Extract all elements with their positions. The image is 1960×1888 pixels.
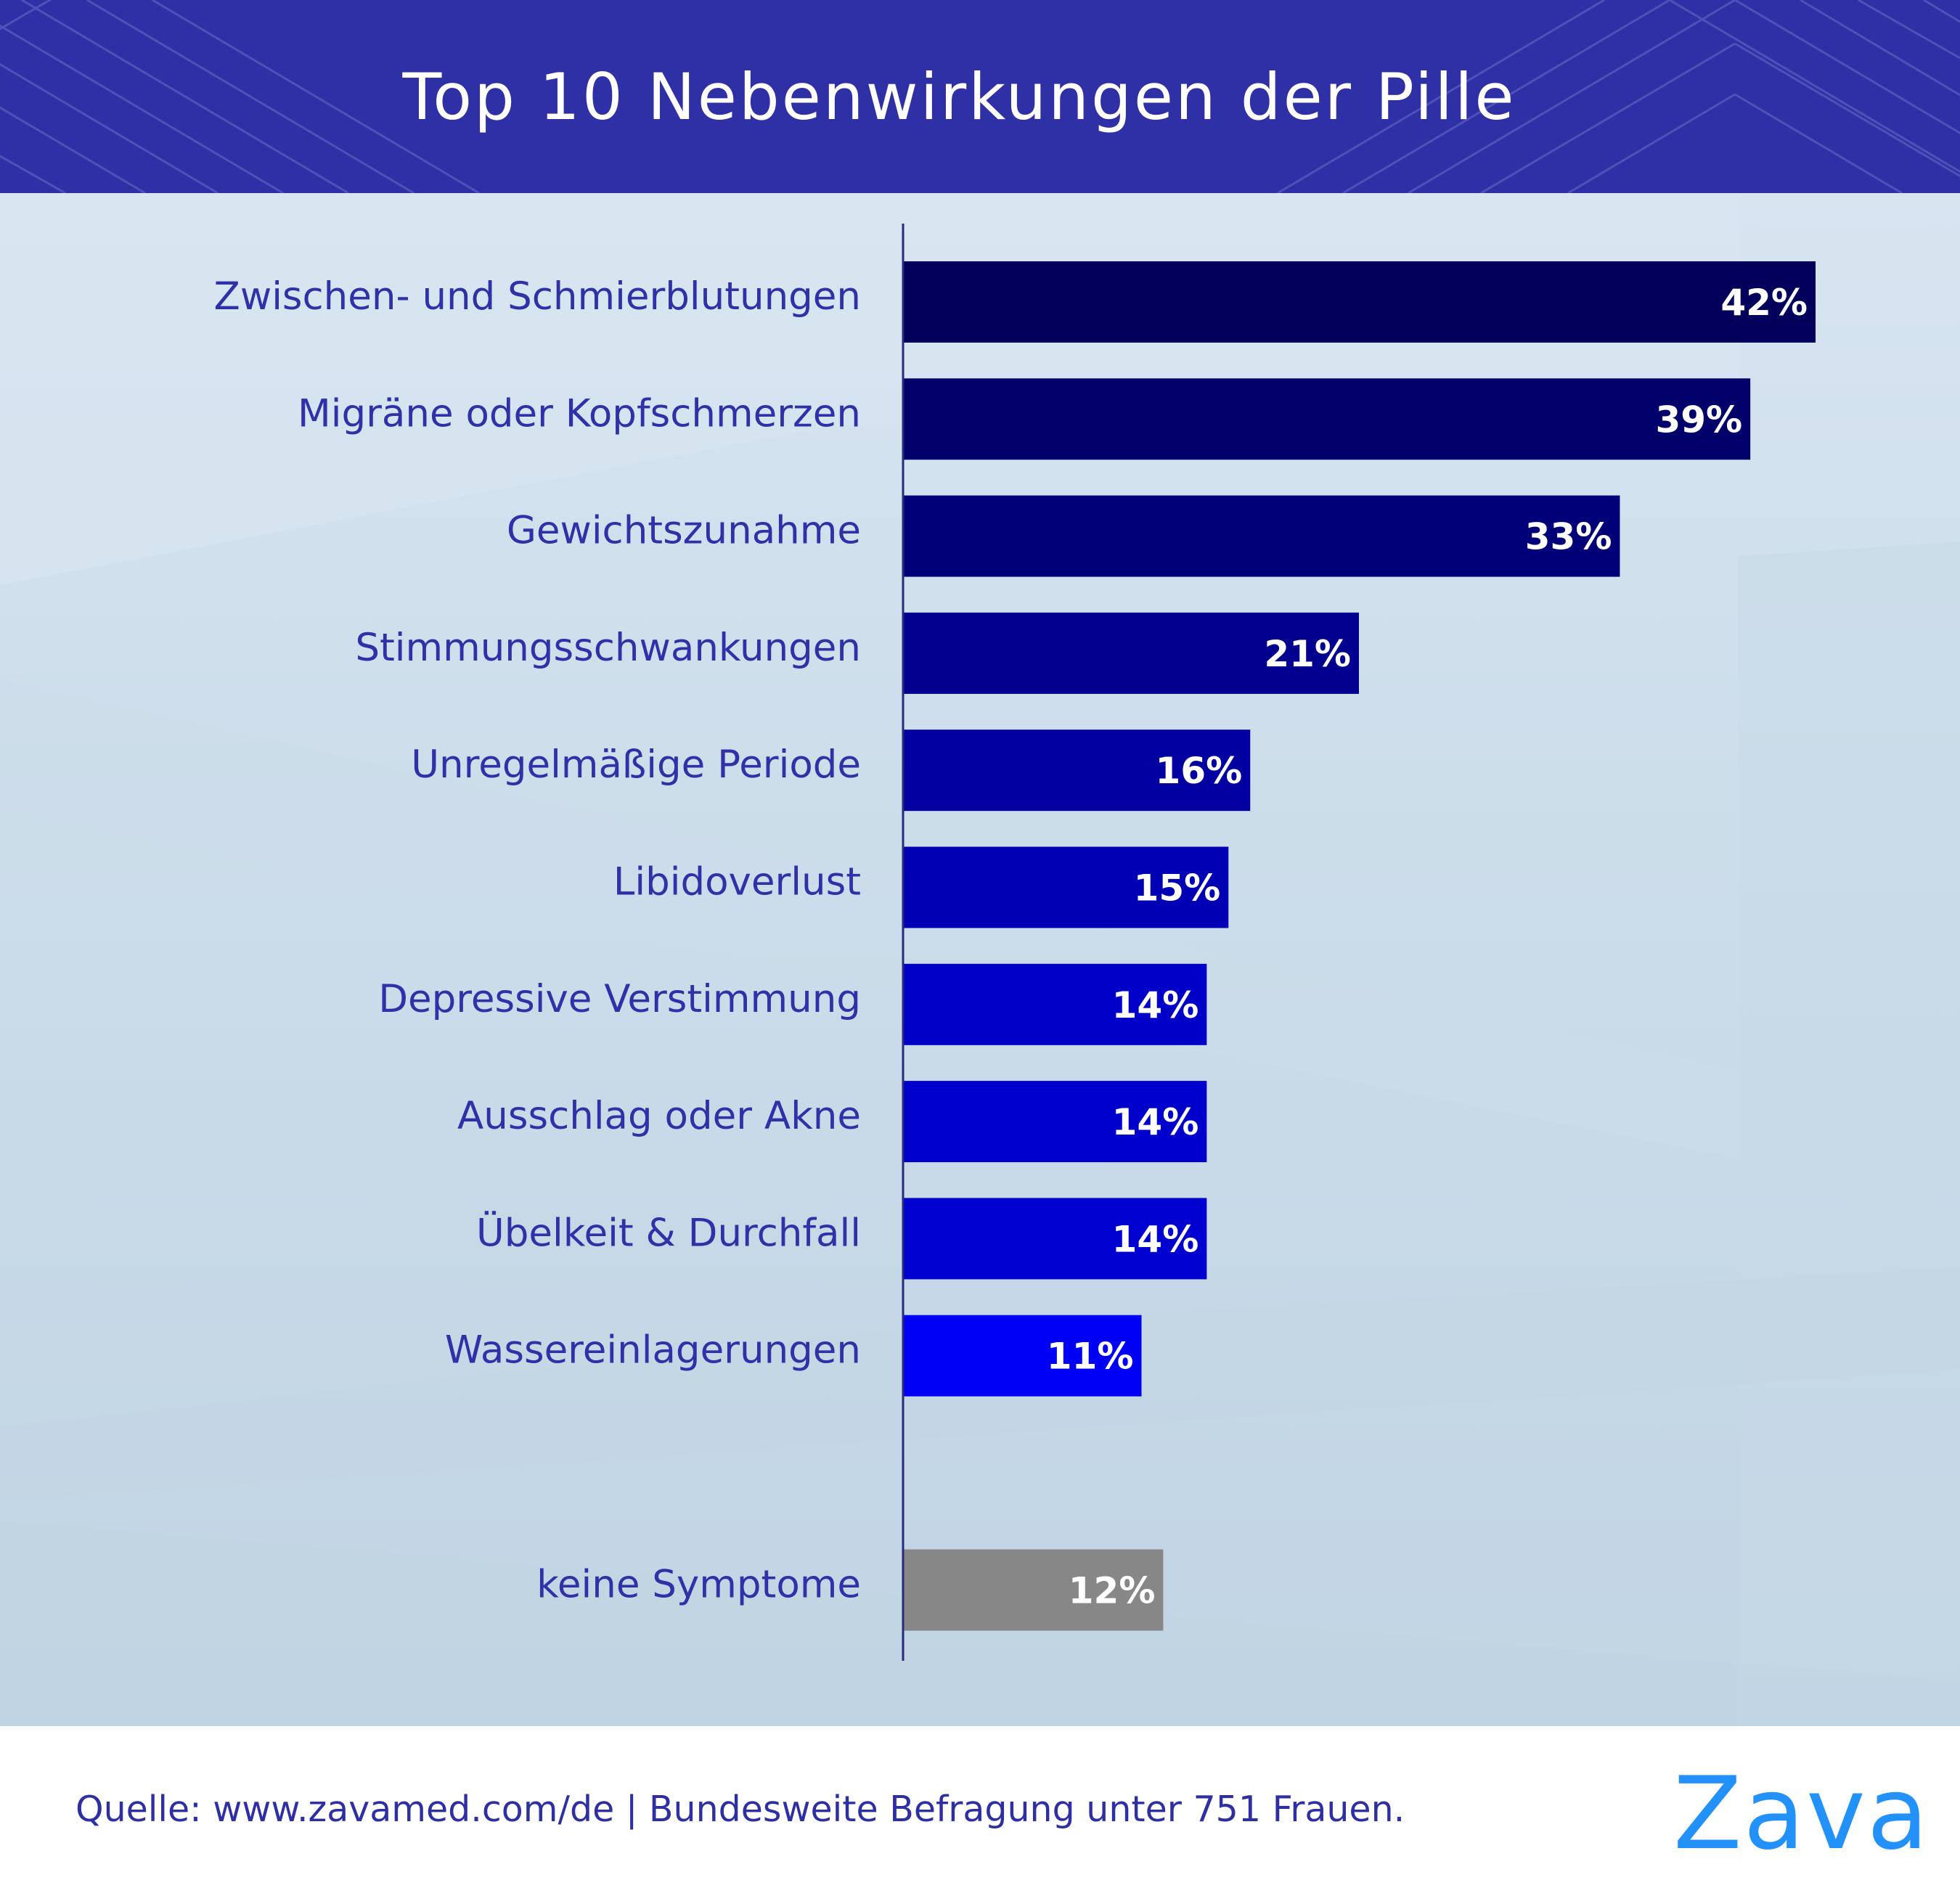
value-label-4: 21%	[1264, 633, 1351, 675]
header-banner: Top 10 Nebenwirkungen der Pille	[0, 0, 1960, 193]
bar-2	[902, 378, 1751, 460]
value-label-5: 16%	[1156, 750, 1243, 792]
chart-title: Top 10 Nebenwirkungen der Pille	[402, 59, 1516, 134]
category-label-8: Ausschlag oder Akne	[457, 1094, 861, 1138]
bar-4	[902, 612, 1359, 694]
value-label-8: 14%	[1112, 1101, 1199, 1143]
bar-chart: 42% 39% 33% 21% 16% 15% 14% 14% 14% 11% 12% Zwisch…	[214, 224, 1816, 1661]
bar-5	[902, 730, 1251, 812]
bar-6	[902, 846, 1229, 928]
category-label-10: Wassereinlagerungen	[445, 1328, 861, 1373]
zava-logo[interactable]: Zava	[1673, 1755, 1930, 1872]
category-label-1: Zwischen- und Schmierblutungen	[214, 274, 861, 319]
value-label-11: 12%	[1069, 1570, 1156, 1612]
category-label-5: Unregelmäßige Periode	[411, 743, 861, 787]
value-label-2: 39%	[1655, 399, 1742, 441]
footer: Quelle: www.zavamed.com/de | Bundesweite…	[0, 1726, 1960, 1888]
bar-10	[902, 1315, 1142, 1397]
bar-9	[902, 1198, 1207, 1280]
value-label-6: 15%	[1134, 867, 1221, 910]
value-label-7: 14%	[1112, 984, 1199, 1026]
value-label-9: 14%	[1112, 1218, 1199, 1260]
bar-11	[902, 1549, 1164, 1631]
category-label-4: Stimmungsschwankungen	[355, 626, 861, 670]
bar-8	[902, 1081, 1207, 1163]
value-label-3: 33%	[1525, 516, 1612, 558]
plot-area: 42% 39% 33% 21% 16% 15% 14% 14% 14% 11% 12% Zwisch…	[0, 193, 1960, 1726]
category-label-3: Gewichtszunahme	[507, 509, 861, 553]
value-label-10: 11%	[1047, 1336, 1134, 1378]
bar-7	[902, 963, 1207, 1045]
category-label-11: keine Symptome	[536, 1563, 861, 1607]
bar-1	[902, 261, 1816, 343]
category-label-6: Libidoverlust	[613, 860, 861, 904]
bar-3	[902, 495, 1620, 577]
header-line-pattern	[0, 0, 1960, 193]
value-label-1: 42%	[1720, 282, 1808, 324]
category-label-9: Übelkeit & Durchfall	[476, 1210, 861, 1255]
category-label-2: Migräne oder Kopfschmerzen	[298, 391, 861, 436]
category-label-7: Depressive Verstimmung	[378, 977, 861, 1021]
source-note: Quelle: www.zavamed.com/de | Bundesweite…	[75, 1789, 1405, 1830]
